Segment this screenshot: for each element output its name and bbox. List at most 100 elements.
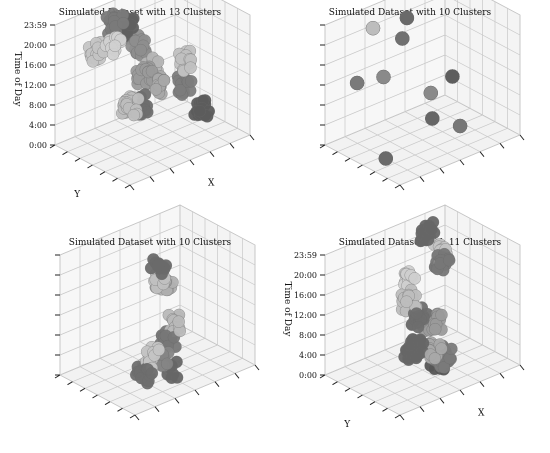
x-tick <box>154 406 160 412</box>
grid-line <box>54 94 176 146</box>
y-tick <box>369 171 376 176</box>
data-point <box>408 272 421 285</box>
data-point <box>416 337 430 350</box>
y-tick <box>74 157 81 162</box>
panel-10-clusters-b: Simulated Dataset with 10 Clusters <box>54 204 260 421</box>
grid-line <box>324 0 434 46</box>
grid-line <box>59 204 181 256</box>
grid-line <box>179 224 256 266</box>
x-tick <box>134 414 140 421</box>
data-point <box>428 352 442 365</box>
data-point <box>108 39 122 52</box>
data-point <box>145 367 159 380</box>
z-tick-label: 16:00 <box>294 291 317 300</box>
scatter-points <box>82 7 215 123</box>
y-tick <box>382 407 388 412</box>
y-tick <box>332 151 338 156</box>
data-point <box>349 75 365 91</box>
y-tick <box>104 401 111 406</box>
axes-3d <box>319 0 525 191</box>
panel-11-clusters: 0:00 4:00 8:00 12:00 16:00 20:00 23:59 Time of … <box>282 204 525 430</box>
data-point <box>193 104 206 118</box>
grid-line <box>444 324 521 366</box>
data-point <box>435 308 448 322</box>
grid-line <box>444 224 521 266</box>
panel-title: Simulated Dataset with 10 Clusters <box>69 238 232 248</box>
scatter-points <box>130 253 186 390</box>
data-point <box>437 361 451 374</box>
x-axis-label: X <box>478 409 485 419</box>
data-point <box>395 31 410 46</box>
panel-title: Simulated Dataset with 13 Clusters <box>59 8 222 18</box>
y-tick <box>117 407 123 412</box>
x-tick <box>214 381 220 387</box>
y-tick <box>394 414 401 419</box>
data-point <box>149 83 163 96</box>
x-tick <box>169 168 175 174</box>
data-point <box>423 85 438 101</box>
grid-line <box>453 0 521 36</box>
y-tick <box>92 394 98 399</box>
x-axis-label: X <box>208 179 215 189</box>
y-tick <box>319 144 326 149</box>
grid-line <box>444 94 521 136</box>
data-point <box>443 254 456 267</box>
data-point <box>425 111 440 126</box>
data-point <box>411 320 425 334</box>
grid-line <box>221 0 251 16</box>
data-point <box>399 10 415 26</box>
y-tick <box>344 387 351 392</box>
z-tick-label: 20:00 <box>294 271 317 280</box>
data-point <box>410 307 423 320</box>
y-tick <box>357 164 363 169</box>
grid-line <box>444 204 521 246</box>
data-point <box>152 259 165 272</box>
z-tick-label: 12:00 <box>294 311 317 320</box>
grid-line <box>324 0 386 26</box>
x-tick <box>499 143 505 149</box>
x-tick <box>419 176 425 182</box>
x-tick <box>479 381 485 387</box>
y-tick <box>357 394 363 399</box>
z-tick-label: 23:59 <box>294 251 317 260</box>
z-axis-label: Time of Day <box>12 52 22 108</box>
grid-line <box>59 224 181 276</box>
data-point <box>425 223 438 236</box>
z-tick-label: 8:00 <box>299 331 317 340</box>
x-tick <box>209 151 215 157</box>
y-tick <box>332 381 338 386</box>
y-tick <box>319 374 326 379</box>
data-point <box>435 342 448 355</box>
data-point <box>157 74 171 87</box>
x-tick <box>189 159 195 166</box>
grid-line <box>324 204 446 256</box>
data-point <box>132 92 145 105</box>
y-tick <box>129 414 136 419</box>
data-point <box>152 343 166 357</box>
x-tick <box>419 406 425 412</box>
x-tick <box>519 364 525 371</box>
data-point <box>127 108 140 122</box>
data-point <box>117 17 130 30</box>
x-tick <box>459 159 465 166</box>
data-point <box>365 21 381 36</box>
grid-line <box>324 94 446 146</box>
data-point <box>170 371 184 384</box>
panel-10-clusters-a: Simulated Dataset with 10 Clusters <box>319 0 525 191</box>
grid-line <box>179 324 256 366</box>
x-tick <box>459 389 465 396</box>
z-tick-label: 20:00 <box>24 41 47 50</box>
grid-line <box>183 0 251 36</box>
scatter-points <box>349 10 468 166</box>
x-tick <box>479 151 485 157</box>
data-point <box>429 323 442 336</box>
z-axis-label: Time of Day <box>282 282 292 338</box>
data-point <box>185 75 198 88</box>
x-tick <box>399 414 405 421</box>
y-tick <box>79 387 86 392</box>
data-point <box>172 315 185 328</box>
z-tick-label: 8:00 <box>29 101 47 110</box>
y-tick <box>87 164 93 169</box>
z-tick-label: 0:00 <box>299 371 317 380</box>
